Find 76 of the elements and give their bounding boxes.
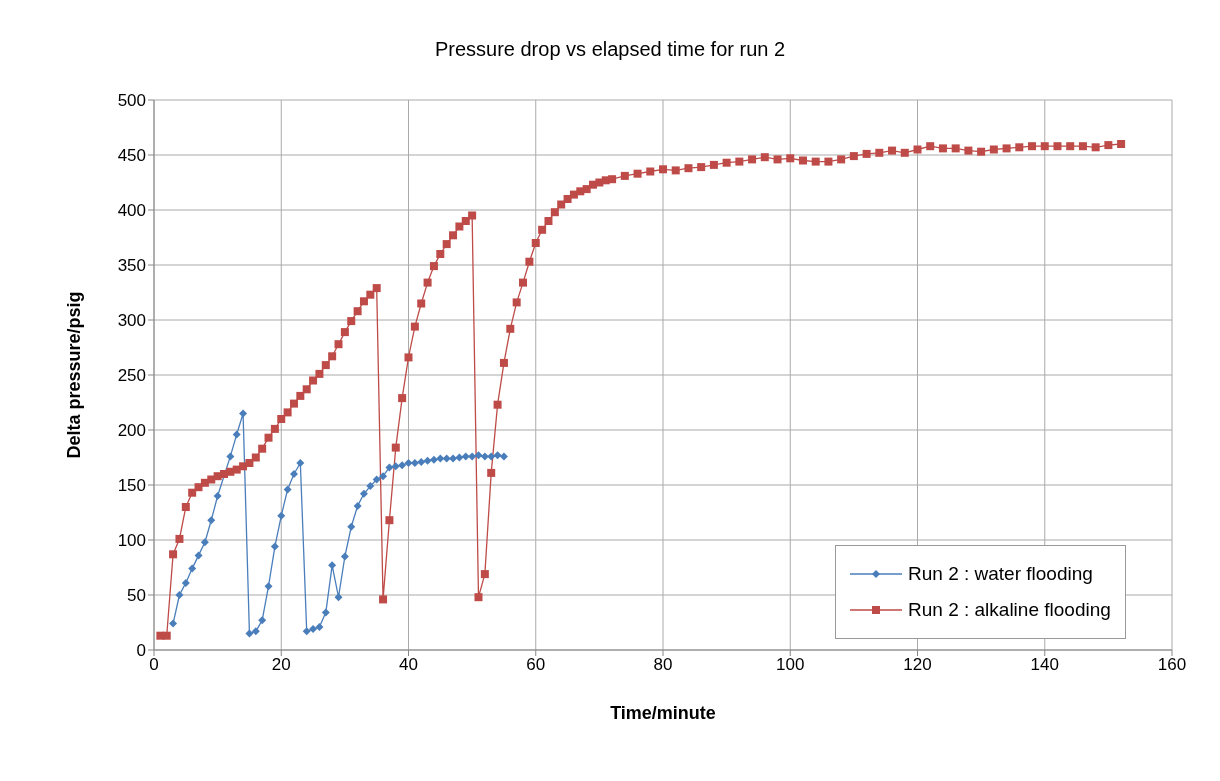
point <box>385 463 394 472</box>
point <box>334 593 343 602</box>
point <box>315 622 324 631</box>
point <box>283 485 292 494</box>
y-axis-title: Delta pressure/psig <box>64 291 85 459</box>
point <box>226 452 235 461</box>
x-tick-label: 160 <box>1157 655 1187 675</box>
point <box>232 430 241 439</box>
point <box>328 561 337 570</box>
point <box>347 522 356 531</box>
y-tick-label: 150 <box>117 476 146 496</box>
y-tick-label: 0 <box>136 641 146 661</box>
point <box>321 608 330 617</box>
x-tick-label: 40 <box>399 655 418 675</box>
y-tick-label: 300 <box>117 311 146 331</box>
point <box>251 627 260 636</box>
point <box>442 454 451 463</box>
point <box>296 459 305 467</box>
point <box>340 552 349 561</box>
y-tick-label: 450 <box>117 146 146 166</box>
x-tick-label: 20 <box>271 655 291 675</box>
chart-title: Pressure drop vs elapsed time for run 2 <box>433 38 787 61</box>
point <box>194 551 203 560</box>
point <box>404 459 413 467</box>
point <box>213 492 222 500</box>
x-tick-label: 0 <box>149 655 159 675</box>
x-tick-label: 60 <box>526 655 546 675</box>
point <box>169 619 178 628</box>
point <box>277 511 286 520</box>
point <box>245 629 254 638</box>
point <box>302 627 311 636</box>
x-tick-label: 120 <box>903 655 932 675</box>
x-tick-label: 80 <box>653 655 673 675</box>
point <box>417 457 426 466</box>
point <box>258 616 267 625</box>
point <box>188 564 197 573</box>
y-tick-label: 50 <box>127 586 146 606</box>
point <box>359 489 368 498</box>
x-axis-title: Time/minute <box>610 703 716 723</box>
point <box>239 409 248 418</box>
y-tick-label: 200 <box>117 421 146 441</box>
point <box>429 455 438 464</box>
legend-label: Run 2 : alkaline flooding <box>908 599 1111 621</box>
x-tick-label: 100 <box>776 655 805 675</box>
point <box>493 451 502 460</box>
point <box>480 452 489 461</box>
y-tick-label: 500 <box>117 91 146 111</box>
point <box>366 482 375 491</box>
point <box>461 452 470 461</box>
point <box>436 454 445 463</box>
point <box>207 516 216 525</box>
point <box>487 452 496 461</box>
point <box>474 451 483 460</box>
point <box>309 625 318 634</box>
point <box>175 591 184 599</box>
point <box>264 582 273 591</box>
y-tick-label: 400 <box>117 201 146 221</box>
point <box>353 501 362 510</box>
y-tick-label: 100 <box>117 531 146 551</box>
point <box>379 472 388 481</box>
y-tick-label: 350 <box>117 256 146 276</box>
point <box>270 542 279 551</box>
point <box>289 470 298 478</box>
point <box>455 453 464 462</box>
point <box>181 578 190 587</box>
x-tick-label: 140 <box>1030 655 1059 675</box>
point <box>398 461 407 470</box>
point <box>200 538 209 547</box>
point <box>449 454 458 463</box>
y-tick-label: 250 <box>117 366 146 386</box>
point <box>499 452 508 461</box>
point <box>423 456 432 465</box>
point <box>372 475 381 484</box>
point <box>468 452 477 461</box>
legend-label: Run 2 : water flooding <box>908 563 1093 585</box>
point <box>391 462 400 471</box>
